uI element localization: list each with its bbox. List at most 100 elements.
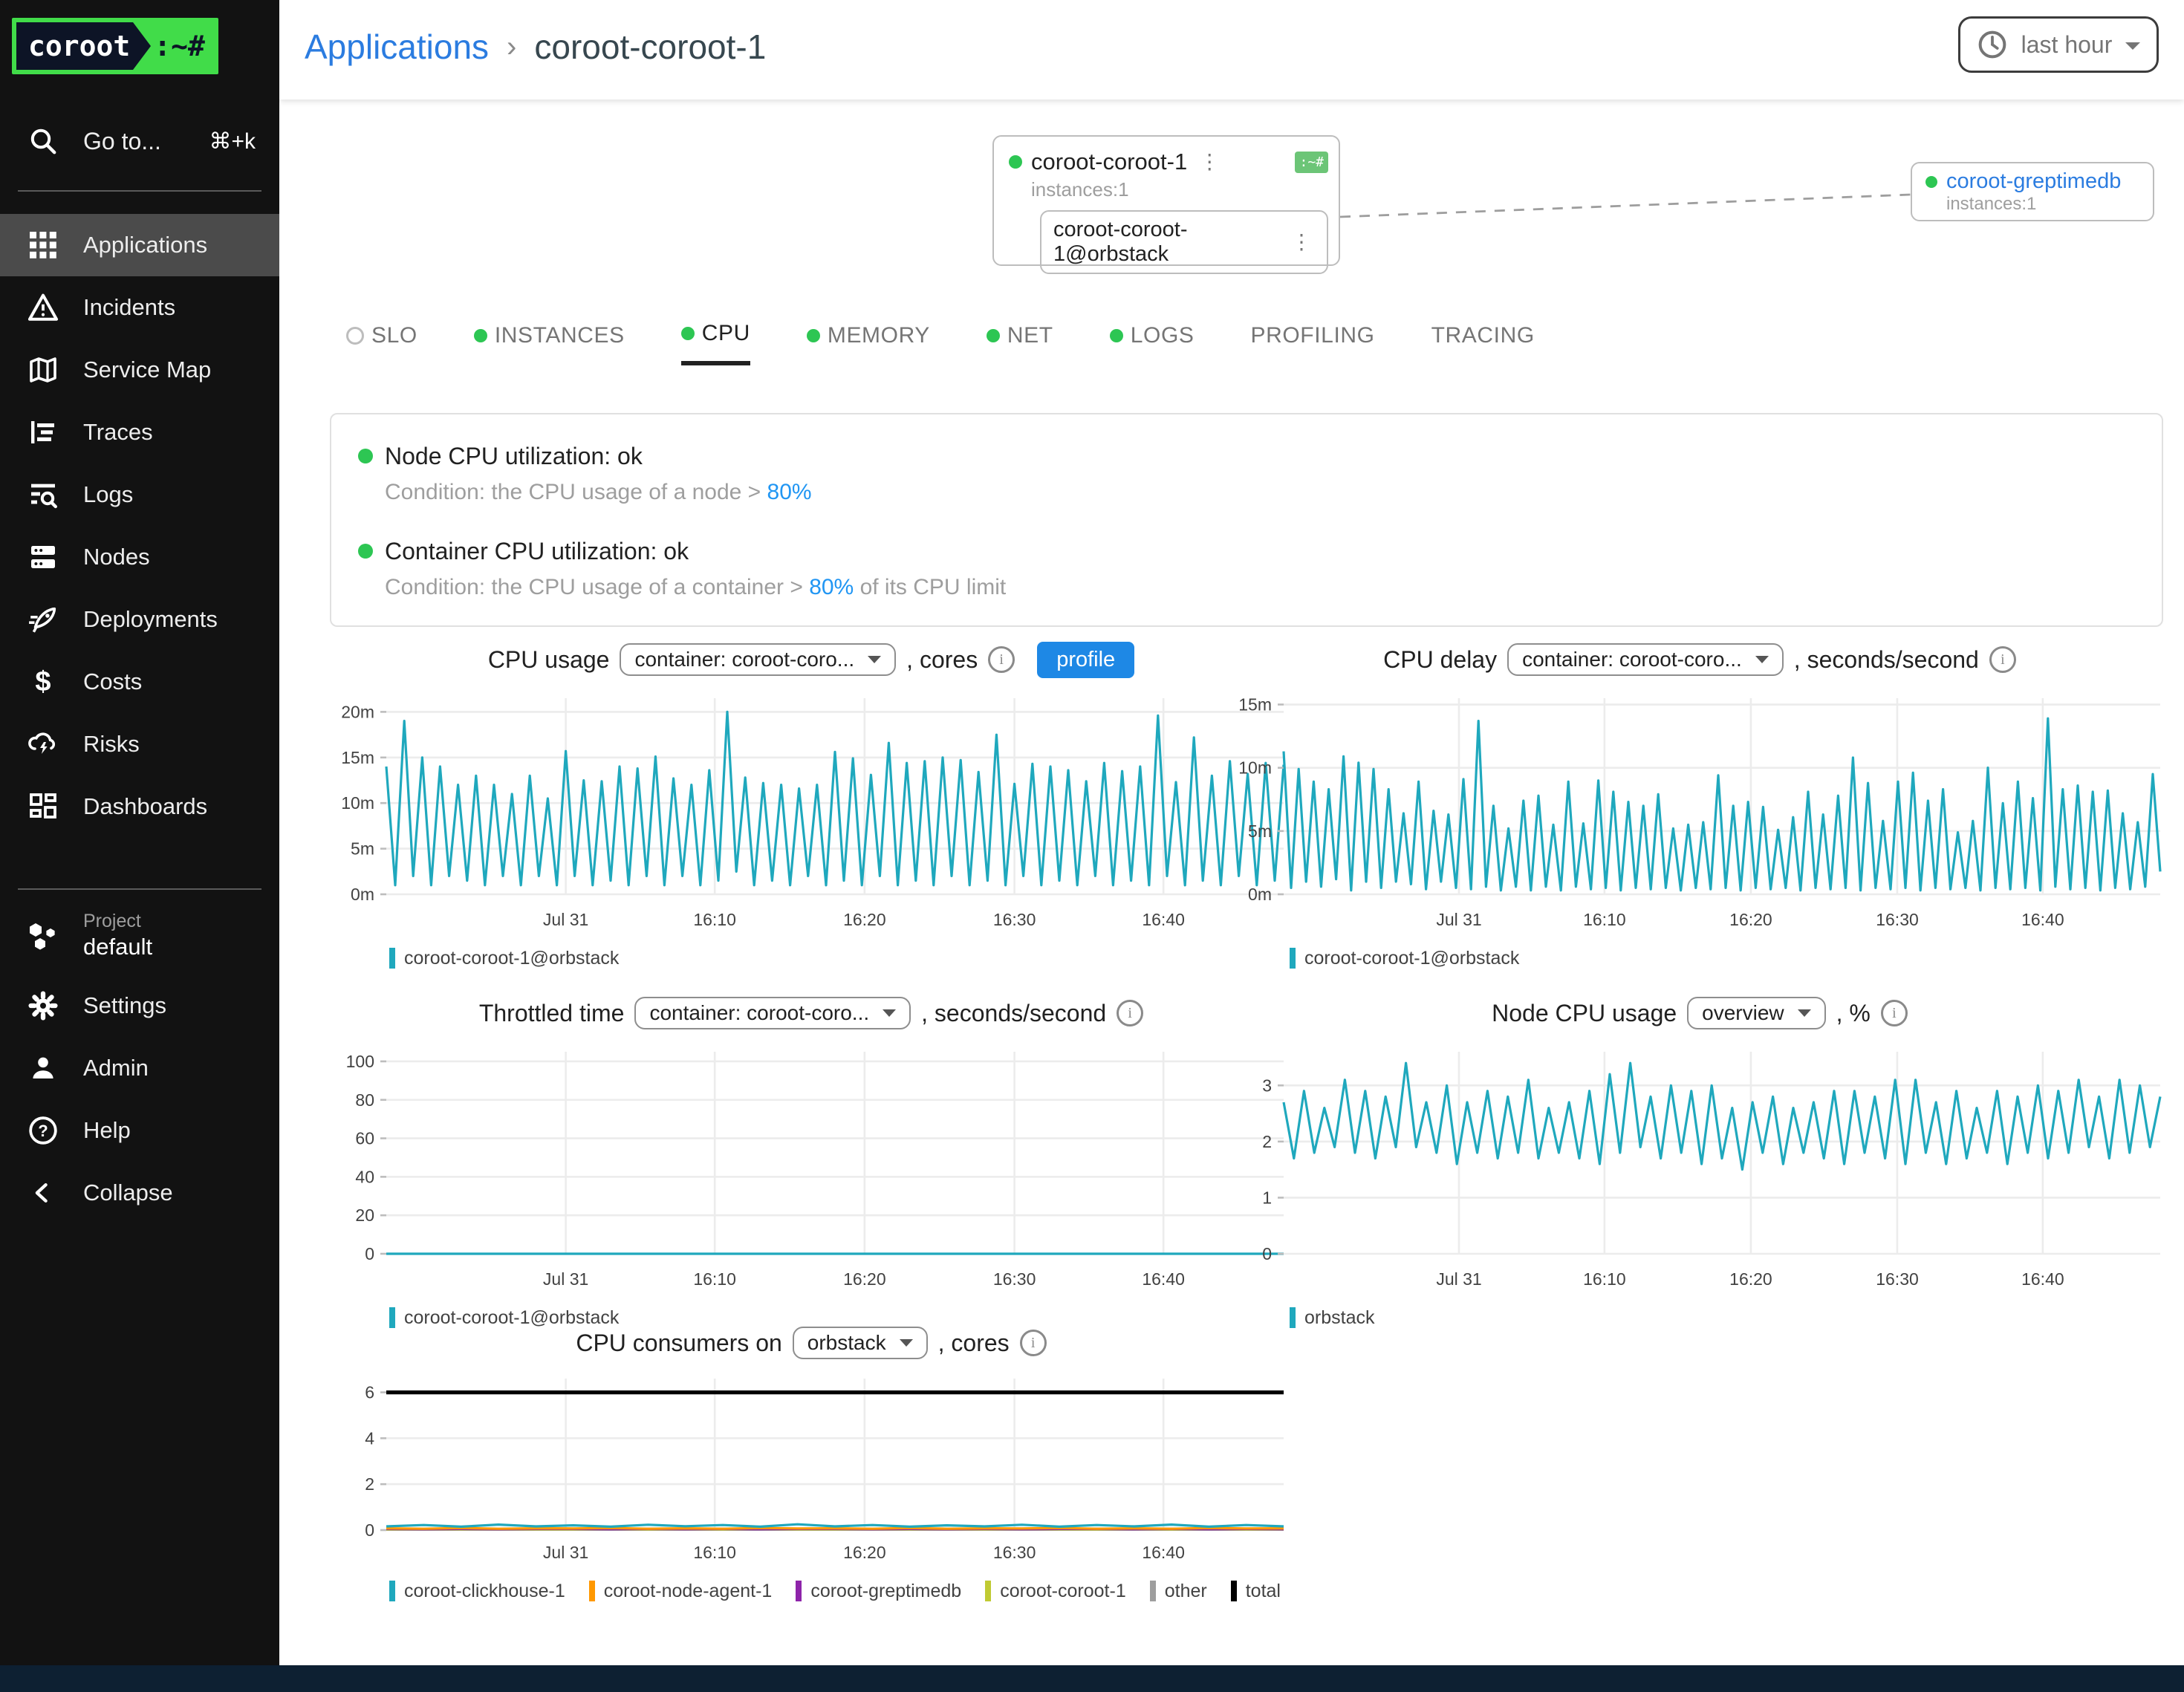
sidebar-item-risks[interactable]: Risks [0,713,279,775]
info-icon[interactable]: i [1989,646,2016,673]
time-range-label: last hour [2021,31,2113,59]
chart-scope-select[interactable]: container: coroot-coro... [634,997,911,1029]
sidebar-item-costs[interactable]: $ Costs [0,651,279,713]
legend-item[interactable]: coroot-coroot-1@orbstack [389,948,619,969]
sidebar-item-label: Logs [83,481,133,508]
kebab-menu-icon[interactable]: ⋮ [1288,232,1315,253]
tab-label: INSTANCES [495,323,625,348]
sidebar-item-label: Help [83,1117,131,1144]
tab-memory[interactable]: MEMORY [807,321,930,365]
sidebar-item-service-map[interactable]: Service Map [0,339,279,401]
x-axis-tick: 16:10 [693,910,736,929]
chart-legend: coroot-coroot-1@orbstack [330,948,1293,969]
y-axis-tick: 4 [365,1428,374,1448]
sidebar-item-applications[interactable]: Applications [0,214,279,276]
sidebar-item-collapse[interactable]: Collapse [0,1162,279,1224]
chevron-down-icon [2125,42,2140,50]
chevron-down-icon [900,1339,913,1347]
help-circle-icon: ? [27,1114,59,1147]
x-axis-tick: 16:20 [843,1543,886,1562]
y-axis-tick: 5m [1248,821,1272,841]
info-icon[interactable]: i [1881,1000,1908,1026]
y-axis-tick: 100 [346,1052,374,1071]
tab-instances[interactable]: INSTANCES [474,321,625,365]
legend-item[interactable]: total [1231,1581,1281,1601]
sidebar-item-dashboards[interactable]: Dashboards [0,775,279,838]
chart-scope-select[interactable]: orbstack [793,1327,928,1359]
condition-threshold[interactable]: 80% [767,480,812,504]
tab-net[interactable]: NET [987,321,1053,365]
info-icon[interactable]: i [1020,1330,1047,1356]
project-selector[interactable]: Project default [0,897,279,974]
chart-header: CPU consumers onorbstack, coresi [330,1322,1293,1364]
sidebar-item-incidents[interactable]: Incidents [0,276,279,339]
legend-item[interactable]: orbstack [1290,1307,1374,1328]
y-axis-tick: 15m [341,748,374,767]
tab-slo[interactable]: SLO [346,321,417,365]
sidebar-item-label: Deployments [83,606,218,633]
tab-cpu[interactable]: CPU [681,321,750,365]
info-icon[interactable]: i [1117,1000,1143,1026]
service-link-dashed-line [1340,184,1911,226]
linked-app-link[interactable]: coroot-greptimedb [1946,169,2121,194]
chart-scope-select[interactable]: container: coroot-coro... [1507,643,1784,676]
info-icon[interactable]: i [988,646,1015,673]
instance-card[interactable]: coroot-coroot-1@orbstack ⋮ [1040,210,1328,274]
coroot-logo[interactable]: coroot :~# [12,18,218,74]
y-axis-tick: 20m [341,702,374,721]
legend-item[interactable]: coroot-coroot-1 [985,1581,1126,1601]
tab-tracing[interactable]: TRACING [1431,321,1535,365]
time-range-picker[interactable]: last hour [1958,16,2159,73]
sidebar-item-traces[interactable]: Traces [0,401,279,463]
sidebar-item-label: Nodes [83,544,150,570]
tab-label: LOGS [1131,323,1195,348]
tab-logs[interactable]: LOGS [1110,321,1195,365]
sidebar-item-logs[interactable]: Logs [0,463,279,526]
chart-cpu-consumers: CPU consumers onorbstack, coresi0246Jul … [330,1322,1293,1601]
footer-bar [0,1665,2184,1692]
condition-threshold[interactable]: 80% [809,575,854,599]
condition-text: Condition: the CPU usage of a node > [385,480,767,504]
sidebar-item-admin[interactable]: Admin [0,1037,279,1099]
sidebar-item-label: Risks [83,731,140,758]
sidebar-item-help[interactable]: ? Help [0,1099,279,1162]
chart-scope-select[interactable]: container: coroot-coro... [620,643,896,676]
x-axis-tick: Jul 31 [1436,1269,1481,1289]
legend-color-mark [589,1581,595,1601]
legend-color-mark [389,948,395,969]
y-axis-tick: 80 [355,1090,374,1110]
sidebar-item-nodes[interactable]: Nodes [0,526,279,588]
chart-title: Node CPU usage [1492,1000,1677,1027]
tab-label: SLO [371,323,417,348]
legend-item[interactable]: coroot-greptimedb [796,1581,961,1601]
x-axis-tick: 16:40 [1142,1543,1185,1562]
y-axis-tick: 2 [365,1474,374,1494]
legend-color-mark [985,1581,991,1601]
legend-item[interactable]: coroot-node-agent-1 [589,1581,773,1601]
legend-item[interactable]: other [1150,1581,1207,1601]
chart-scope-value: overview [1702,1001,1784,1025]
breadcrumb-applications-link[interactable]: Applications [305,27,489,67]
tab-label: CPU [702,321,750,346]
chart-legend: coroot-coroot-1@orbstack [1230,948,2169,969]
chart-scope-select[interactable]: overview [1687,997,1825,1029]
y-axis-tick: 60 [355,1129,374,1148]
sidebar-item-label: Dashboards [83,793,207,820]
profile-button[interactable]: profile [1037,642,1134,678]
kebab-menu-icon[interactable]: ⋮ [1196,152,1223,172]
x-axis-tick: 16:40 [2021,910,2064,929]
status-dot-ok [681,327,695,340]
y-axis-tick: 0m [1248,885,1272,904]
chart-plot: 0m5m10m15m20mJul 3116:1016:2016:3016:40 [330,686,1293,936]
sidebar-item-deployments[interactable]: Deployments [0,588,279,651]
legend-color-mark [1231,1581,1237,1601]
y-axis-tick: 3 [1262,1076,1272,1095]
sidebar-item-settings[interactable]: Settings [0,974,279,1037]
legend-item[interactable]: coroot-clickhouse-1 [389,1581,565,1601]
storm-cloud-icon [27,728,59,761]
tab-profiling[interactable]: PROFILING [1251,321,1375,365]
status-dot-ok [1009,155,1022,169]
goto-search[interactable]: Go to... ⌘+k [0,110,279,172]
legend-item[interactable]: coroot-coroot-1@orbstack [1290,948,1519,969]
y-axis-tick: 0m [351,885,374,904]
